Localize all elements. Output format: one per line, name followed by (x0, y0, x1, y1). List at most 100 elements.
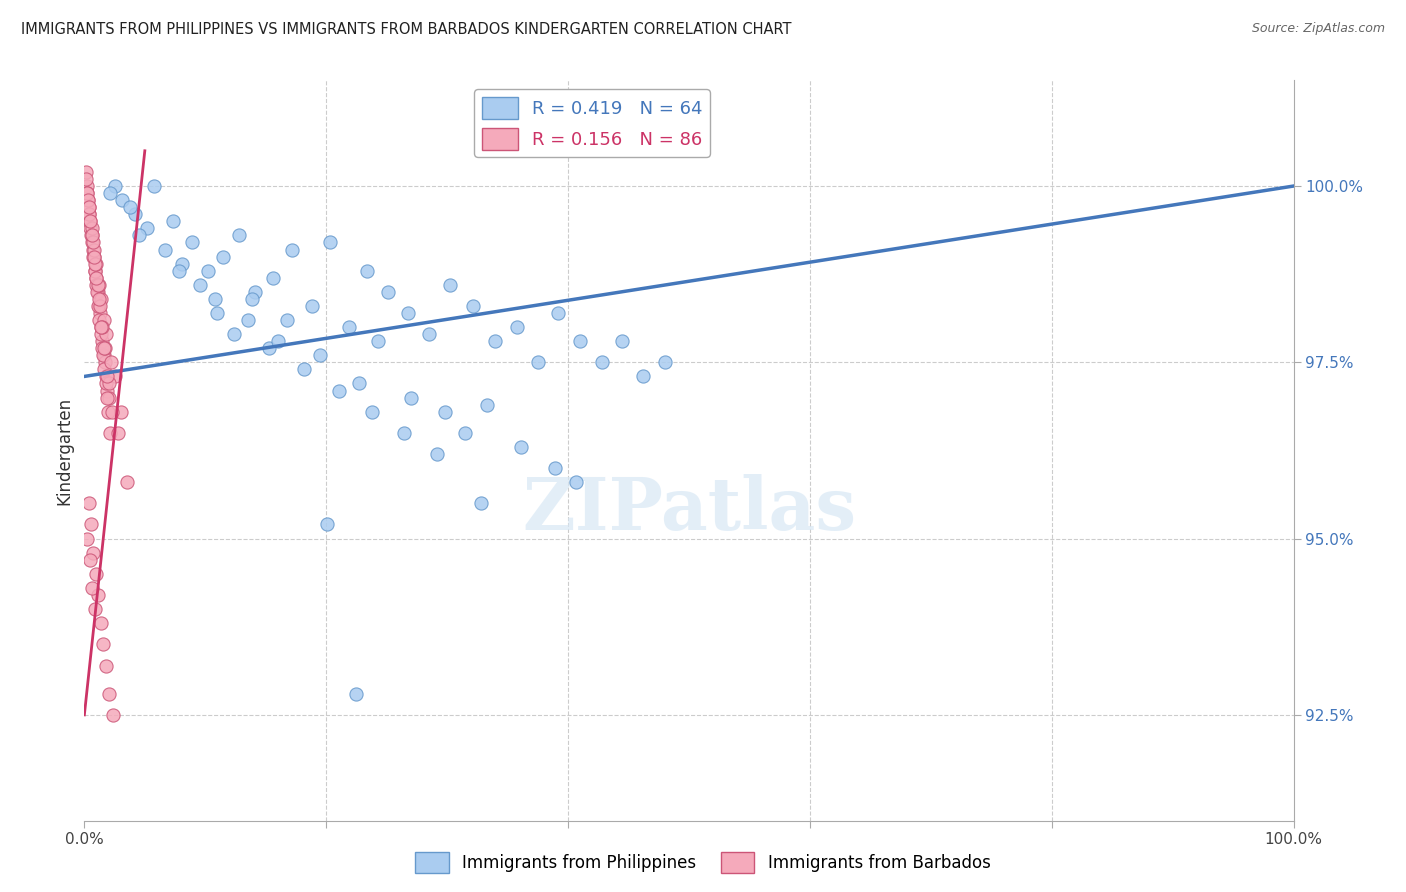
Point (93, 341, 115, 355)
Point (212, 250, 235, 264)
Point (224, 327, 246, 342)
Point (90, 320, 112, 334)
Point (242, 292, 264, 306)
Point (506, 320, 529, 334)
Point (162, 214, 184, 228)
Point (96, 391, 118, 405)
Point (654, 355, 676, 369)
Point (128, 228, 150, 243)
Point (80, 517, 103, 532)
Point (190, 277, 212, 292)
Point (319, 235, 342, 250)
Point (76, 179, 98, 194)
Point (91, 348, 114, 362)
Legend: Immigrants from Philippines, Immigrants from Barbados: Immigrants from Philippines, Immigrants … (409, 846, 997, 880)
Point (82, 243, 104, 257)
Point (83, 250, 105, 264)
Point (103, 707, 125, 722)
Point (399, 391, 422, 405)
Point (120, 200, 142, 214)
Point (94, 369, 117, 384)
Point (89, 299, 111, 313)
Point (83, 243, 105, 257)
Point (77, 496, 100, 510)
Point (100, 355, 122, 369)
Point (84, 566, 107, 581)
Point (91, 637, 114, 651)
Text: IMMIGRANTS FROM PHILIPPINES VS IMMIGRANTS FROM BARBADOS KINDERGARTEN CORRELATION: IMMIGRANTS FROM PHILIPPINES VS IMMIGRANT… (21, 22, 792, 37)
Point (484, 334, 506, 348)
Point (612, 334, 634, 348)
Point (77, 200, 100, 214)
Point (86, 257, 108, 271)
Point (569, 334, 592, 348)
Point (110, 405, 132, 419)
Point (281, 243, 304, 257)
Point (236, 313, 259, 327)
Point (197, 263, 219, 277)
Point (86, 285, 108, 299)
Point (96, 369, 118, 384)
Point (76, 532, 98, 546)
Point (83, 250, 105, 264)
Point (79, 221, 101, 235)
Point (80, 228, 103, 243)
Point (143, 179, 166, 194)
Point (97, 405, 120, 419)
Point (337, 320, 360, 334)
Point (155, 243, 177, 257)
Point (82, 581, 104, 595)
Point (631, 369, 654, 384)
Point (356, 263, 378, 277)
Point (83, 602, 105, 616)
Point (346, 687, 368, 701)
Point (98, 687, 121, 701)
Point (86, 270, 108, 285)
Point (93, 362, 115, 376)
Point (75, 165, 97, 179)
Text: Source: ZipAtlas.com: Source: ZipAtlas.com (1251, 22, 1385, 36)
Point (392, 425, 415, 440)
Point (87, 292, 110, 306)
Point (124, 207, 146, 221)
Point (262, 270, 284, 285)
Point (396, 306, 419, 320)
Point (86, 285, 108, 299)
Point (82, 250, 104, 264)
Point (94, 376, 117, 391)
Point (89, 313, 111, 327)
Point (82, 546, 104, 560)
Point (104, 179, 127, 194)
Point (91, 334, 114, 348)
Point (328, 384, 350, 398)
Point (76, 186, 98, 200)
Point (90, 292, 112, 306)
Point (367, 334, 389, 348)
Point (98, 425, 121, 440)
Point (91, 320, 114, 334)
Point (79, 214, 101, 228)
Point (98, 186, 121, 200)
Point (377, 285, 399, 299)
Point (107, 425, 129, 440)
Point (94, 341, 117, 355)
Point (316, 517, 339, 532)
Text: ZIPatlas: ZIPatlas (522, 475, 856, 545)
Point (470, 496, 492, 510)
Point (461, 299, 484, 313)
Point (90, 341, 112, 355)
Point (84, 277, 107, 292)
Point (426, 447, 449, 461)
Point (77, 193, 100, 207)
Point (111, 193, 134, 207)
Point (294, 362, 316, 376)
Point (544, 461, 567, 475)
Point (93, 313, 115, 327)
Point (77, 193, 100, 207)
Point (86, 277, 108, 292)
Point (267, 334, 290, 348)
Point (228, 228, 250, 243)
Point (84, 257, 107, 271)
Point (77, 207, 100, 221)
Point (94, 355, 117, 369)
